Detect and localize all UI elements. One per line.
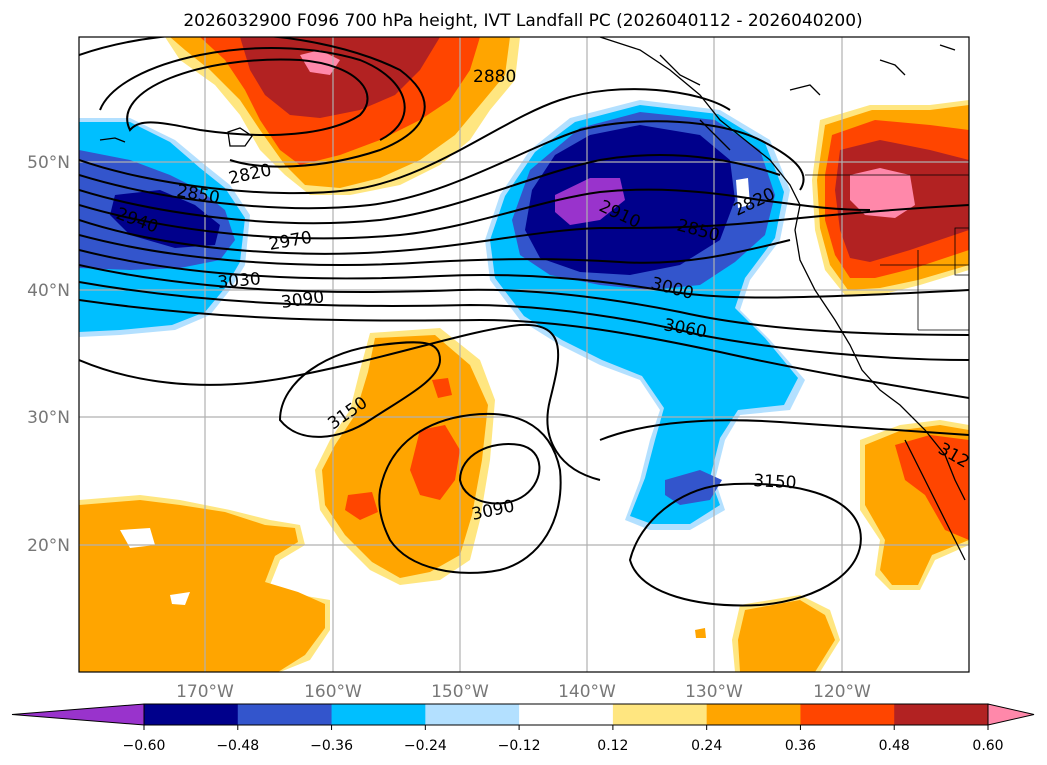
colorbar-tick-label: 0.48 <box>879 738 910 754</box>
ivt-negative-west <box>79 118 250 337</box>
colorbar-segment <box>612 704 708 725</box>
lon-label: 170°W <box>176 682 234 702</box>
plot-border <box>78 36 970 673</box>
height-contours <box>79 37 969 607</box>
colorbar-tick-label: −0.48 <box>216 738 259 754</box>
colorbar-tick-label: 0.60 <box>972 738 1003 754</box>
ivt-positive-north-pacific <box>165 37 520 195</box>
colorbar-segment <box>331 704 426 725</box>
colorbar-segment <box>800 704 895 725</box>
colorbar-border <box>143 703 989 726</box>
colorbar-tick-label: 0.36 <box>785 738 816 754</box>
contour-label: 3150 <box>753 471 797 493</box>
lon-label: 150°W <box>431 682 489 702</box>
ivt-positive-central-pacific <box>315 328 495 585</box>
lat-label: 40°N <box>27 281 70 301</box>
map-plot-area: 2880 2820 2850 2940 2970 3030 3090 3150 … <box>79 37 969 672</box>
colorbar-extend-low <box>11 703 145 726</box>
lat-label: 30°N <box>27 408 70 428</box>
colorbar-extend-high <box>987 703 1035 726</box>
graticule <box>79 37 969 672</box>
lat-label: 50°N <box>27 153 70 173</box>
colorbar-segment <box>144 704 239 725</box>
colorbar-tick-label: −0.12 <box>498 738 541 754</box>
political-borders <box>805 174 969 331</box>
colorbar-tick-label: 0.24 <box>691 738 722 754</box>
colorbar-tick-label: 0.12 <box>597 738 628 754</box>
colorbar-segment <box>894 704 989 725</box>
lat-label: 20°N <box>27 536 70 556</box>
figure-title: 2026032900 F096 700 hPa height, IVT Land… <box>183 11 862 31</box>
contour-label: 3030 <box>217 269 262 293</box>
colorbar-segment <box>237 704 333 725</box>
latitude-labels: 50°N 40°N 30°N 20°N <box>27 153 70 556</box>
ivt-positive-southwest <box>79 495 330 672</box>
colorbar-tick-label: −0.24 <box>404 738 447 754</box>
ivt-positive-south <box>695 595 840 672</box>
ivt-positive-interior-nw <box>812 100 969 295</box>
colorbar-tick-label: −0.60 <box>123 738 166 754</box>
colorbar-segment <box>519 704 614 725</box>
colorbar-segment <box>425 704 520 725</box>
colorbar-tick-label: −0.36 <box>310 738 353 754</box>
lon-label: 160°W <box>304 682 362 702</box>
colorbar-segment <box>706 704 801 725</box>
contour-label: 2880 <box>473 67 516 87</box>
lon-label: 130°W <box>685 682 743 702</box>
colorbar <box>11 703 1035 726</box>
lon-label: 120°W <box>813 682 871 702</box>
colorbar-ticks: −0.60 −0.48 −0.36 −0.24 −0.12 0.12 0.24 0.36 0.4… <box>123 725 1004 754</box>
coastlines <box>99 37 966 561</box>
longitude-labels: 170°W 160°W 150°W 140°W 130°W 120°W <box>176 682 871 702</box>
lon-label: 140°W <box>558 682 616 702</box>
